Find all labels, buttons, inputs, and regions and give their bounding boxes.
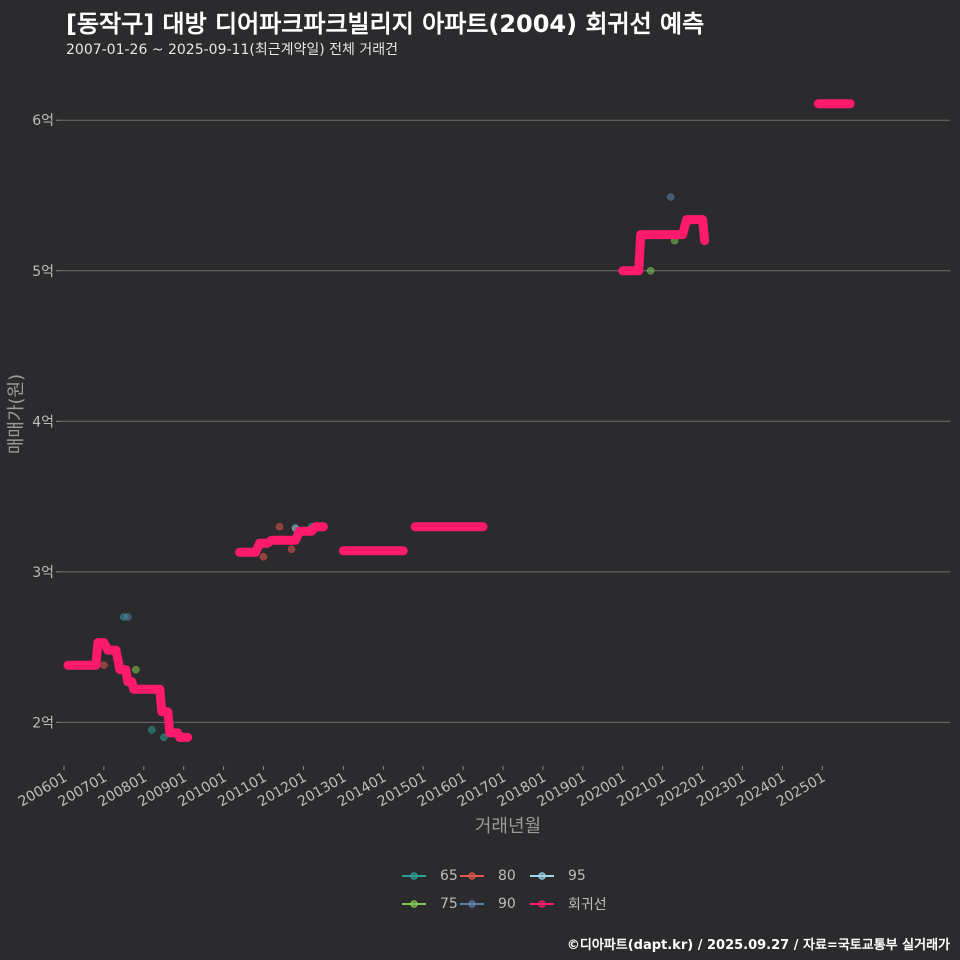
y-tick-label: 6억: [32, 113, 54, 129]
legend-key: [528, 894, 556, 914]
y-tick-label: 4억: [32, 414, 54, 430]
legend-label: 회귀선: [568, 897, 607, 913]
data-point-80: [287, 545, 296, 553]
chart-title: [동작구] 대방 디어파크파크빌리지 아파트(2004) 회귀선 예측: [66, 10, 705, 38]
legend-key: [400, 894, 428, 914]
data-point-80: [259, 553, 268, 561]
data-point-80: [100, 661, 108, 669]
x-axis-ticks: 2006012007012008012009012010012011012012…: [16, 766, 828, 810]
legend-item: 95: [528, 866, 608, 886]
regression-line: [63, 99, 855, 742]
legend-label: 65: [440, 868, 458, 884]
legend-key: [458, 894, 486, 914]
legend-key: [400, 866, 428, 886]
regression-segment: [235, 522, 328, 557]
regression-segment: [618, 215, 710, 276]
gridlines: [60, 119, 950, 723]
chart-subtitle: 2007-01-26 ~ 2025-09-11(최근계약일) 전체 거래건: [66, 42, 398, 58]
legend-label: 90: [498, 896, 516, 912]
legend-label: 75: [440, 896, 458, 912]
y-tick-label: 3억: [32, 565, 54, 581]
y-tick-label: 2억: [32, 715, 54, 731]
source-caption: ©디아파트(dapt.kr) / 2025.09.27 / 자료=국토교통부 실…: [566, 938, 950, 953]
scatter-points: [100, 193, 679, 742]
legend-item: 65: [400, 866, 458, 886]
legend-key: [528, 866, 556, 886]
legend-item: 75: [400, 894, 458, 914]
data-point-75: [646, 267, 655, 275]
legend: 65 80 95 75 90 회귀선: [400, 866, 608, 914]
x-axis-label: 거래년월: [475, 816, 541, 837]
legend-item: 80: [458, 866, 528, 886]
regression-segment: [63, 638, 193, 742]
data-point-65: [160, 733, 168, 742]
legend-key: [458, 866, 486, 886]
data-point-90: [124, 613, 132, 621]
data-point-65: [148, 726, 156, 734]
data-point-75: [132, 665, 140, 674]
y-tick-label: 5억: [32, 264, 54, 280]
data-point-80: [275, 522, 284, 531]
legend-item: 90: [458, 894, 528, 914]
y-axis-label: 매매가(원): [6, 374, 27, 454]
y-axis-ticks: 2억 3억 4억 5억 6억: [32, 113, 60, 731]
legend-label: 80: [498, 868, 516, 884]
data-point-90: [666, 193, 675, 201]
legend-item: 회귀선: [528, 894, 608, 914]
legend-label: 95: [568, 868, 586, 884]
